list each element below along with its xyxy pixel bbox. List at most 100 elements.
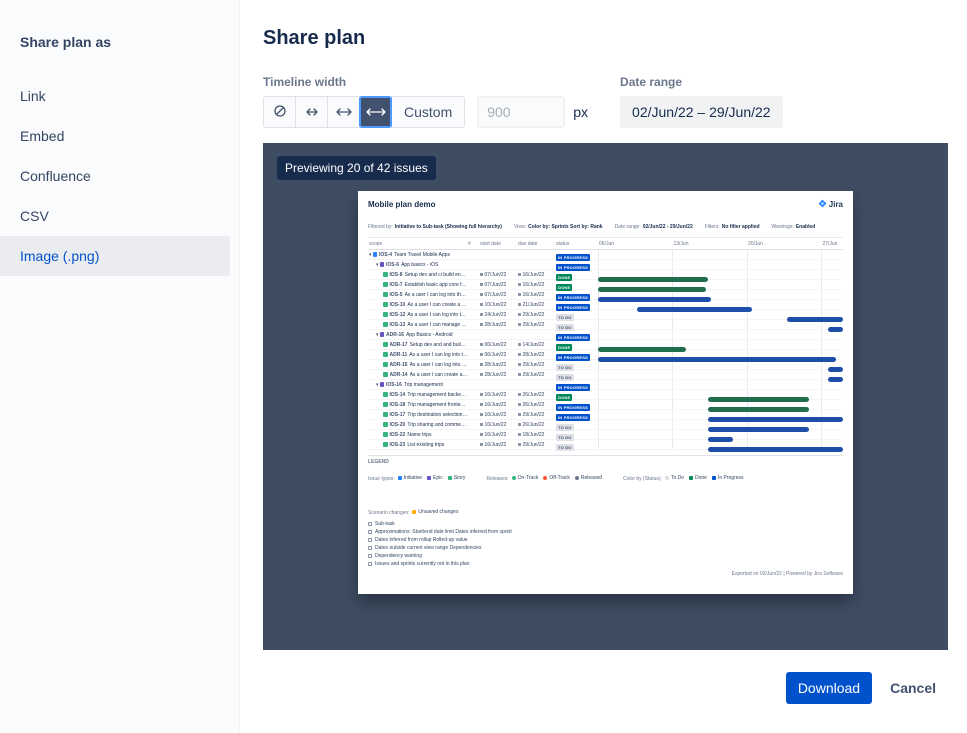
status-lozenge: TO DO (556, 323, 574, 331)
status-lozenge: IN PROGRESS (556, 413, 590, 421)
download-button[interactable]: Download (785, 672, 873, 704)
dialog-footer: Download Cancel (263, 672, 948, 704)
sidebar-item-embed[interactable]: Embed (20, 128, 65, 144)
expand-chevron-icon: ▾ (376, 261, 379, 268)
timeline-width-medium-button[interactable] (327, 96, 360, 128)
story-type-icon (383, 372, 388, 377)
custom-width-button[interactable]: Custom (391, 96, 466, 128)
date-range-button[interactable]: 02/Jun/22 – 29/Jun/22 (620, 96, 783, 128)
arrow-horizontal-full-icon (365, 105, 386, 120)
start-date-cell: 06/Jun/22 (480, 352, 518, 358)
status-lozenge: DONE (556, 283, 573, 291)
start-date-cell: 10/Jun/22 (480, 302, 518, 308)
sidebar-item-image-png[interactable]: Image (.png) (0, 236, 230, 276)
status-lozenge: TO DO (556, 313, 574, 321)
sprint-icon (480, 403, 483, 406)
controls-row: Timeline width (263, 75, 948, 128)
sprint-icon (480, 303, 483, 306)
plan-meta-item: Date range: 02/Jun/22 - 29/Jun/22 (615, 215, 693, 233)
story-type-icon (383, 362, 388, 367)
sprint-icon (480, 443, 483, 446)
plan-meta-item: View: Color by: Sprints Sort by: Rank (514, 215, 603, 233)
sidebar-item-confluence[interactable]: Confluence (20, 168, 91, 184)
legend-group: Issue types: Initiative Epic Story (368, 467, 470, 485)
column-due-date: due date (518, 241, 538, 247)
main-content: Share plan Timeline width (240, 0, 967, 733)
timeline-width-off-button[interactable] (263, 96, 296, 128)
gantt-bar (708, 427, 809, 432)
status-lozenge: IN PROGRESS (556, 333, 590, 341)
gantt-bar (828, 367, 843, 372)
status-cell: IN PROGRESS (556, 376, 598, 394)
issue-summary: As a user I can create a custom user... (409, 371, 468, 378)
sprint-icon (480, 313, 483, 316)
due-date-cell: 16/Jun/22 (518, 282, 556, 288)
issue-summary: As a user I can log into the system via … (409, 351, 468, 358)
status-cell: DONE (556, 336, 598, 354)
due-date-cell: 28/Jun/22 (518, 352, 556, 358)
sprint-icon (480, 273, 483, 276)
legend-glyph-icon (368, 554, 372, 558)
due-date-cell: 29/Jun/22 (518, 362, 556, 368)
status-cell: IN PROGRESS (556, 246, 598, 264)
timeline-width-small-button[interactable] (295, 96, 328, 128)
timeline-tick-label: 20/Jun (747, 241, 763, 247)
legend-group-label: Releases: (486, 476, 509, 482)
legend-line: Dates inferred from rollup Rolled-up val… (368, 537, 843, 543)
start-date-cell: 07/Jun/22 (480, 272, 518, 278)
start-date-cell: 28/Jun/22 (480, 362, 518, 368)
legend-swatch-icon (397, 476, 402, 480)
issue-key: IOS-18 (389, 401, 406, 408)
legend-glyph-icon (368, 522, 372, 526)
issue-key: IOS-8 (389, 271, 403, 278)
plan-row-ios-22: IOS-22 Name trips 16/Jun/22 18/Jun/22 TO DO (368, 430, 843, 442)
plan-row-adr-16: ▾ ADR-16 App Basics - Android IN PROGRESS (368, 330, 843, 341)
issue-key: IOS-22 (389, 431, 406, 438)
timeline-width-full-button[interactable] (359, 96, 392, 128)
plan-meta-label: Filtered by: (368, 224, 393, 230)
status-lozenge: TO DO (556, 433, 574, 441)
legend-item: Epic (427, 475, 443, 481)
initiative-type-icon (372, 252, 378, 257)
story-type-icon (383, 272, 388, 277)
status-cell: TO DO (556, 356, 598, 374)
status-lozenge: DONE (556, 273, 573, 281)
gantt-bar (708, 407, 809, 412)
issue-summary: Trip destination selection - single dest… (407, 411, 468, 418)
legend-item: Initiative (397, 475, 422, 481)
legend-group-label: Scenario changes: (368, 510, 410, 516)
sprint-icon (518, 323, 521, 326)
sprint-icon (518, 303, 521, 306)
status-lozenge: IN PROGRESS (556, 353, 590, 361)
arrow-horizontal-medium-icon (335, 105, 352, 120)
legend-swatch-icon (664, 476, 669, 480)
sprint-icon (518, 293, 521, 296)
plan-row-scope: ▾ IOS-6 App basics - iOS (368, 262, 468, 268)
sidebar-item-link[interactable]: Link (20, 88, 46, 104)
legend-line: Dates outside current view range Depende… (368, 545, 843, 551)
status-lozenge: IN PROGRESS (556, 383, 590, 391)
sprint-icon (480, 363, 483, 366)
issue-key: IOS-5 (389, 291, 403, 298)
sidebar-item-csv[interactable]: CSV (20, 208, 49, 224)
sprint-icon (518, 313, 521, 316)
start-date-cell: 07/Jun/22 (480, 292, 518, 298)
cancel-button[interactable]: Cancel (878, 672, 948, 704)
status-lozenge: DONE (556, 343, 573, 351)
custom-width-input[interactable] (477, 96, 566, 128)
story-type-icon (383, 312, 388, 317)
due-date-cell: 21/Jun/22 (518, 302, 556, 308)
sprint-icon (518, 393, 521, 396)
timeline-width-label: Timeline width (263, 75, 347, 89)
status-lozenge: IN PROGRESS (556, 293, 590, 301)
issue-summary: Trip management backend framework (407, 391, 468, 398)
issue-key: ADR-15 (389, 361, 408, 368)
